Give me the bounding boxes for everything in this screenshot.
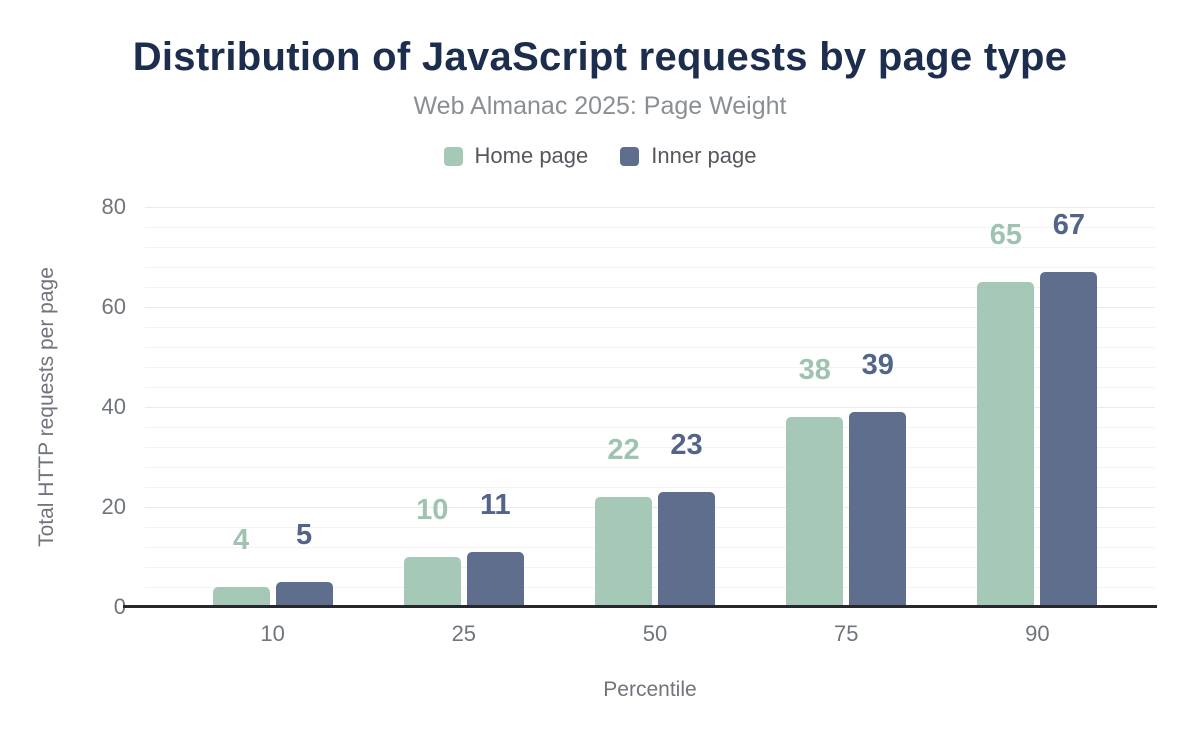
bar-value-label: 11 (479, 489, 511, 521)
x-tick-label: 50 (642, 621, 668, 646)
category-group-p50: 22 23 (559, 207, 750, 607)
x-tick-label: 90 (1025, 621, 1050, 646)
y-tick-label: 60 (101, 294, 126, 319)
x-tick-label: 75 (833, 621, 859, 646)
bar-home-page-p90: 65 (977, 219, 1035, 607)
legend-label: Home page (474, 143, 589, 168)
bar-value-label: 23 (670, 429, 703, 461)
category-group-p75: 38 39 (751, 207, 942, 607)
x-tick-labels: 10 25 50 75 90 (145, 621, 1155, 647)
y-tick-label: 40 (101, 394, 126, 419)
legend-swatch-icon (443, 146, 463, 166)
bar-home-page-p25: 10 (403, 494, 461, 607)
bar-value-label: 5 (296, 519, 313, 551)
chart-subtitle: Web Almanac 2025: Page Weight (413, 92, 787, 120)
x-axis-title: Percentile (603, 678, 697, 701)
legend-item-home-page: Home page (443, 143, 589, 169)
legend-label: Inner page (651, 143, 757, 168)
bar-value-label: 38 (798, 354, 831, 386)
y-tick-label: 0 (113, 594, 126, 619)
bar-inner-page-p50: 23 (658, 429, 715, 607)
x-axis-line (123, 605, 1157, 608)
legend-item-inner-page: Inner page (620, 143, 756, 169)
bar-value-label: 67 (1052, 209, 1086, 241)
bar-inner-page-p10: 5 (275, 519, 333, 607)
bar-home-page-p10: 4 (212, 524, 270, 607)
bar-inner-page-p90: 67 (1040, 209, 1098, 607)
chart-title: Distribution of JavaScript requests by p… (132, 35, 1068, 79)
bar-inner-page-p25: 11 (466, 489, 524, 607)
legend: Home page Inner page (0, 142, 1200, 170)
bar-value-label: 65 (989, 219, 1023, 251)
category-group-p25: 10 11 (368, 207, 559, 607)
bar-value-label: 4 (233, 524, 250, 556)
bar-value-label: 22 (607, 434, 640, 466)
x-tick-label: 10 (260, 621, 285, 646)
bar-home-page-p50: 22 (595, 434, 652, 607)
y-tick-label: 20 (101, 494, 126, 519)
bar-value-label: 10 (416, 494, 449, 526)
category-group-p90: 65 67 (942, 207, 1133, 607)
bar-inner-page-p75: 39 (849, 349, 907, 607)
y-tick-label: 80 (101, 194, 126, 219)
x-tick-label: 25 (451, 621, 477, 646)
bar-home-page-p75: 38 (786, 354, 844, 607)
legend-swatch-icon (620, 146, 640, 166)
plot-area: 4 5 10 11 22 23 38 39 65 67 (145, 207, 1155, 607)
bar-value-label: 39 (861, 349, 894, 381)
